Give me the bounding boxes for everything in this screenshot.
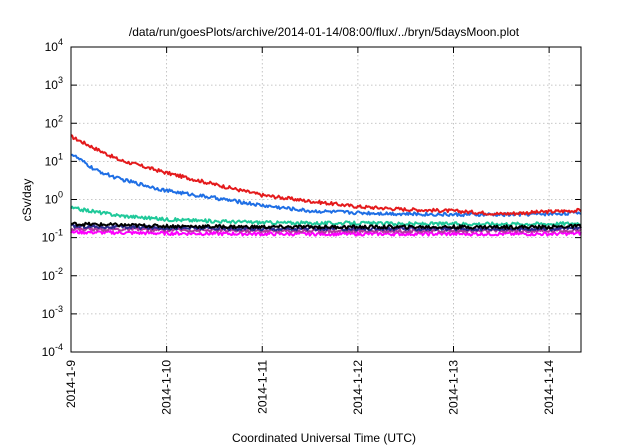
series-line-3 [70,205,581,227]
series-line-1 [70,134,582,216]
y-tick-label: 103 [45,75,63,92]
y-tick-label: 104 [45,37,63,54]
y-tick-label: 101 [45,151,63,168]
y-tick-label: 102 [45,113,63,130]
x-tick-label: 2014-1-12 [351,360,365,415]
series-layer [70,134,582,237]
x-axis-label: Coordinated Universal Time (UTC) [232,431,416,445]
y-tick-label: 10-1 [42,228,63,245]
series-line-2 [70,153,582,218]
y-tick-label: 10-4 [42,342,63,359]
y-axis: 10-4 10-3 10-2 10-1 100 101 102 103 104 [42,37,581,359]
series-line-5 [70,223,582,232]
grid [71,47,581,352]
y-tick-label: 10-2 [42,266,63,283]
series-line-7 [70,229,582,237]
x-tick-label: 2014-1-14 [542,360,556,415]
y-tick-label: 10-3 [42,304,63,321]
chart-title: /data/run/goesPlots/archive/2014-01-14/0… [129,25,520,39]
x-tick-label: 2014-1-13 [447,360,461,415]
series-line-4 [70,221,582,230]
x-tick-label: 2014-1-10 [160,360,174,415]
x-tick-label: 2014-1-11 [255,360,269,414]
x-axis: 2014-1-9 2014-1-10 2014-1-11 2014-1-12 2014-… [64,47,556,415]
series-line-6 [70,226,582,234]
y-tick-label: 100 [45,190,63,207]
x-tick-label: 2014-1-9 [64,360,78,408]
y-axis-label: cSv/day [20,179,34,222]
